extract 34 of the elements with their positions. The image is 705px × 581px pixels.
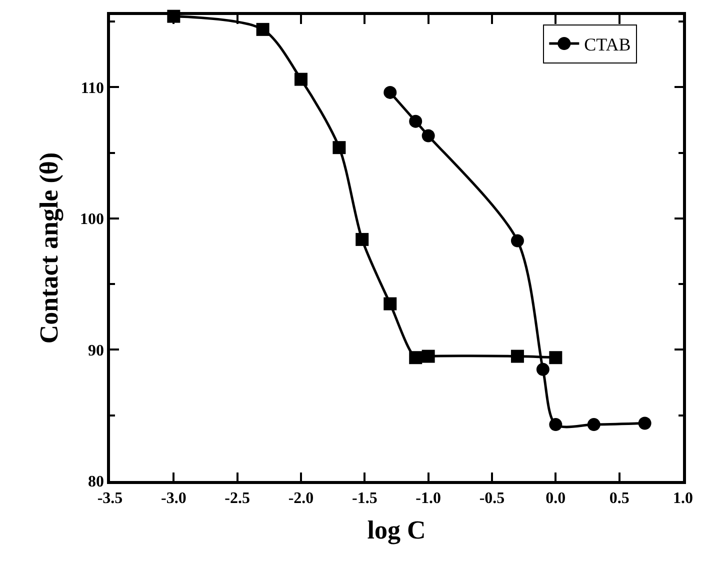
x-tick-label: -2.0	[288, 490, 314, 507]
point	[356, 232, 369, 246]
legend-label: CTAB	[584, 34, 631, 55]
x-tick-label: -3.0	[161, 490, 186, 507]
point	[549, 351, 562, 364]
y-tick-label: 90	[88, 342, 104, 360]
point	[510, 234, 524, 248]
point	[422, 350, 435, 363]
x-tick-label: 1.0	[673, 490, 693, 507]
x-tick-label: -0.5	[479, 490, 505, 507]
point	[294, 72, 308, 86]
x-tick-label: 0.0	[546, 490, 566, 507]
point	[422, 129, 435, 142]
x-tick-label: 0.5	[609, 490, 630, 507]
y-axis-title: Contact angle (θ)	[34, 152, 64, 344]
x-axis-title: log C	[367, 516, 426, 545]
point	[332, 141, 346, 154]
point	[587, 418, 600, 432]
x-tick-label: -2.5	[224, 490, 250, 507]
x-tick-label: -1.5	[352, 490, 378, 507]
y-tick-label: 100	[80, 211, 104, 228]
point	[549, 418, 562, 432]
point	[409, 351, 422, 364]
point	[510, 350, 524, 363]
y-tick-label: 80	[88, 474, 104, 491]
point	[256, 22, 270, 36]
point	[638, 416, 652, 430]
x-tick-label: -3.5	[97, 490, 123, 507]
point	[536, 362, 550, 376]
point	[384, 86, 397, 99]
y-tick-label: 110	[80, 80, 104, 97]
x-tick-label: -1.0	[416, 490, 441, 507]
point	[384, 297, 397, 310]
point	[409, 114, 422, 128]
